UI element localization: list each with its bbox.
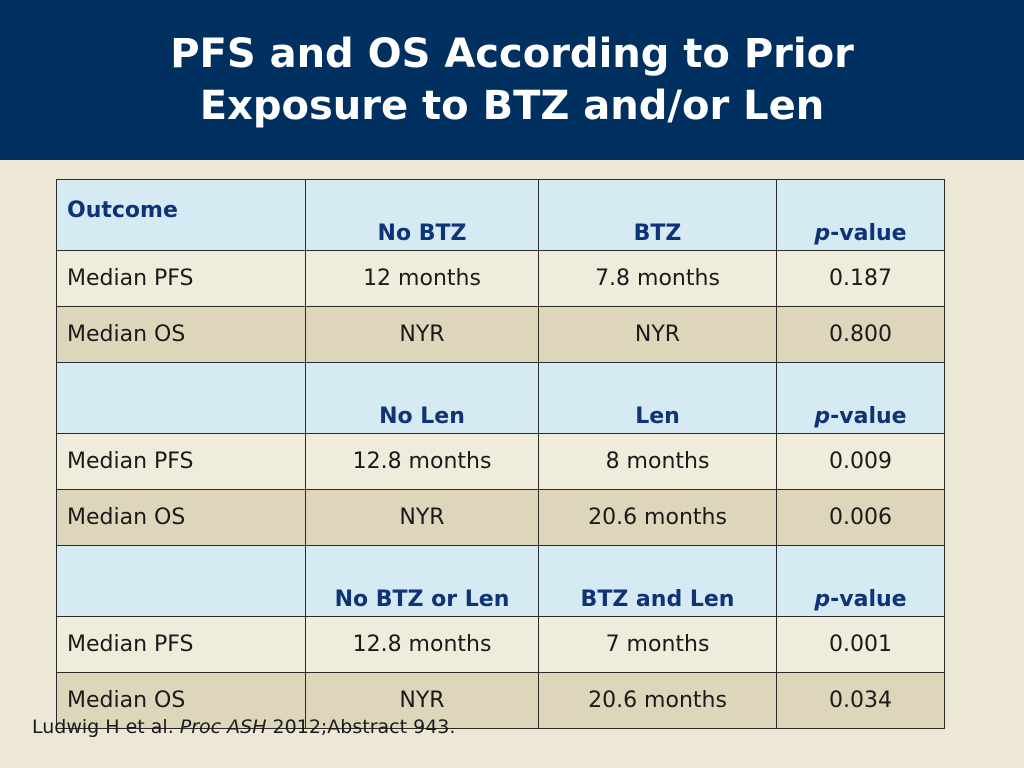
header-pvalue-rest: -value <box>830 587 907 612</box>
header-pvalue-p: p <box>814 404 831 429</box>
header-outcome <box>56 545 306 617</box>
cell-col1: NYR <box>305 672 539 729</box>
header-pvalue: p-value <box>776 545 945 617</box>
cell-pvalue: 0.800 <box>776 306 945 363</box>
header-col1: No Len <box>305 362 539 434</box>
header-pvalue-rest: -value <box>830 221 907 246</box>
row-label: Median OS <box>56 489 306 546</box>
slide-title-line-1: PFS and OS According to Prior <box>170 31 854 77</box>
slide-title-line-2: Exposure to BTZ and/or Len <box>199 83 825 129</box>
cell-col2: 7.8 months <box>538 250 777 307</box>
header-col2: BTZ and Len <box>538 545 777 617</box>
cell-col1: 12.8 months <box>305 616 539 673</box>
header-pvalue-p: p <box>814 221 831 246</box>
table-row: Median OS NYR 20.6 months 0.006 <box>56 489 945 546</box>
table-header-row: Outcome No BTZ BTZ p-value <box>56 179 945 251</box>
cell-col2: NYR <box>538 306 777 363</box>
cell-pvalue: 0.006 <box>776 489 945 546</box>
cell-col1: NYR <box>305 306 539 363</box>
table-row: Median OS NYR NYR 0.800 <box>56 306 945 363</box>
cell-pvalue: 0.187 <box>776 250 945 307</box>
cell-col2: 7 months <box>538 616 777 673</box>
header-outcome: Outcome <box>56 179 306 251</box>
table-header-row: No Len Len p-value <box>56 362 945 434</box>
table-header-row: No BTZ or Len BTZ and Len p-value <box>56 545 945 617</box>
cell-pvalue: 0.009 <box>776 433 945 490</box>
table-row: Median PFS 12.8 months 8 months 0.009 <box>56 433 945 490</box>
cell-col1: NYR <box>305 489 539 546</box>
header-col2: Len <box>538 362 777 434</box>
table-row: Median PFS 12.8 months 7 months 0.001 <box>56 616 945 673</box>
table-row: Median OS NYR 20.6 months 0.034 <box>56 672 945 729</box>
row-label: Median PFS <box>56 616 306 673</box>
cell-col2: 8 months <box>538 433 777 490</box>
header-col2: BTZ <box>538 179 777 251</box>
results-table: Outcome No BTZ BTZ p-value Median PFS 12… <box>56 179 945 729</box>
cell-col2: 20.6 months <box>538 672 777 729</box>
cell-pvalue: 0.001 <box>776 616 945 673</box>
cell-col1: 12 months <box>305 250 539 307</box>
header-pvalue-p: p <box>814 587 831 612</box>
header-col1: No BTZ <box>305 179 539 251</box>
header-pvalue: p-value <box>776 179 945 251</box>
citation-details: 2012;Abstract 943. <box>266 716 456 738</box>
citation-footer: Ludwig H et al. Proc ASH 2012;Abstract 9… <box>32 716 455 738</box>
header-pvalue-rest: -value <box>830 404 907 429</box>
row-label: Median PFS <box>56 433 306 490</box>
row-label: Median OS <box>56 306 306 363</box>
cell-col2: 20.6 months <box>538 489 777 546</box>
table-row: Median PFS 12 months 7.8 months 0.187 <box>56 250 945 307</box>
row-label: Median OS <box>56 672 306 729</box>
cell-pvalue: 0.034 <box>776 672 945 729</box>
citation-authors: Ludwig H et al. <box>32 716 180 738</box>
row-label: Median PFS <box>56 250 306 307</box>
cell-col1: 12.8 months <box>305 433 539 490</box>
header-outcome <box>56 362 306 434</box>
citation-journal: Proc ASH <box>179 716 267 738</box>
title-bar: PFS and OS According to Prior Exposure t… <box>0 0 1024 160</box>
header-pvalue: p-value <box>776 362 945 434</box>
header-col1: No BTZ or Len <box>305 545 539 617</box>
